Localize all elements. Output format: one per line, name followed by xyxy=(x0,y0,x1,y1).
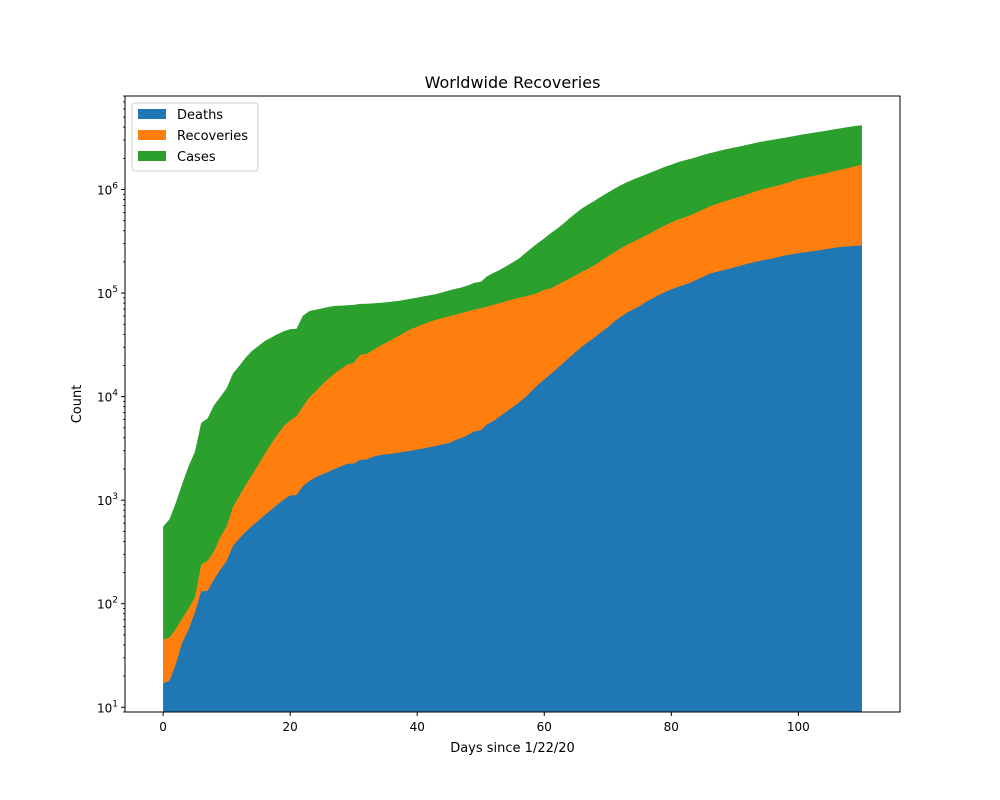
legend-swatch-recoveries xyxy=(138,130,166,140)
x-tick-label: 60 xyxy=(537,720,552,734)
legend-swatch-cases xyxy=(138,151,166,161)
y-axis-label: Count xyxy=(70,385,85,424)
x-tick-label: 0 xyxy=(159,720,167,734)
y-tick-label: 104 xyxy=(97,389,118,405)
y-tick-label: 102 xyxy=(97,596,118,612)
legend: Deaths Recoveries Cases xyxy=(131,102,259,172)
legend-label-cases: Cases xyxy=(177,150,216,165)
area-layer xyxy=(163,125,862,713)
y-axis: 101 102 103 104 105 106 xyxy=(97,95,125,715)
legend-swatch-deaths xyxy=(138,109,166,119)
x-axis-label: Days since 1/22/20 xyxy=(450,741,575,756)
x-tick-label: 80 xyxy=(664,720,679,734)
y-tick-label: 103 xyxy=(97,492,118,508)
legend-label-deaths: Deaths xyxy=(177,108,223,123)
y-tick-label: 101 xyxy=(97,699,118,715)
y-tick-label: 105 xyxy=(97,285,118,301)
x-tick-label: 100 xyxy=(787,720,810,734)
x-tick-label: 40 xyxy=(410,720,425,734)
legend-label-recoveries: Recoveries xyxy=(177,129,248,144)
area-deaths xyxy=(163,245,862,712)
x-tick-label: 20 xyxy=(283,720,298,734)
y-tick-label: 106 xyxy=(97,182,118,198)
plot-frame xyxy=(124,95,901,713)
x-axis: 0 20 40 60 80 100 xyxy=(159,712,810,734)
chart-title: Worldwide Recoveries xyxy=(425,73,601,92)
